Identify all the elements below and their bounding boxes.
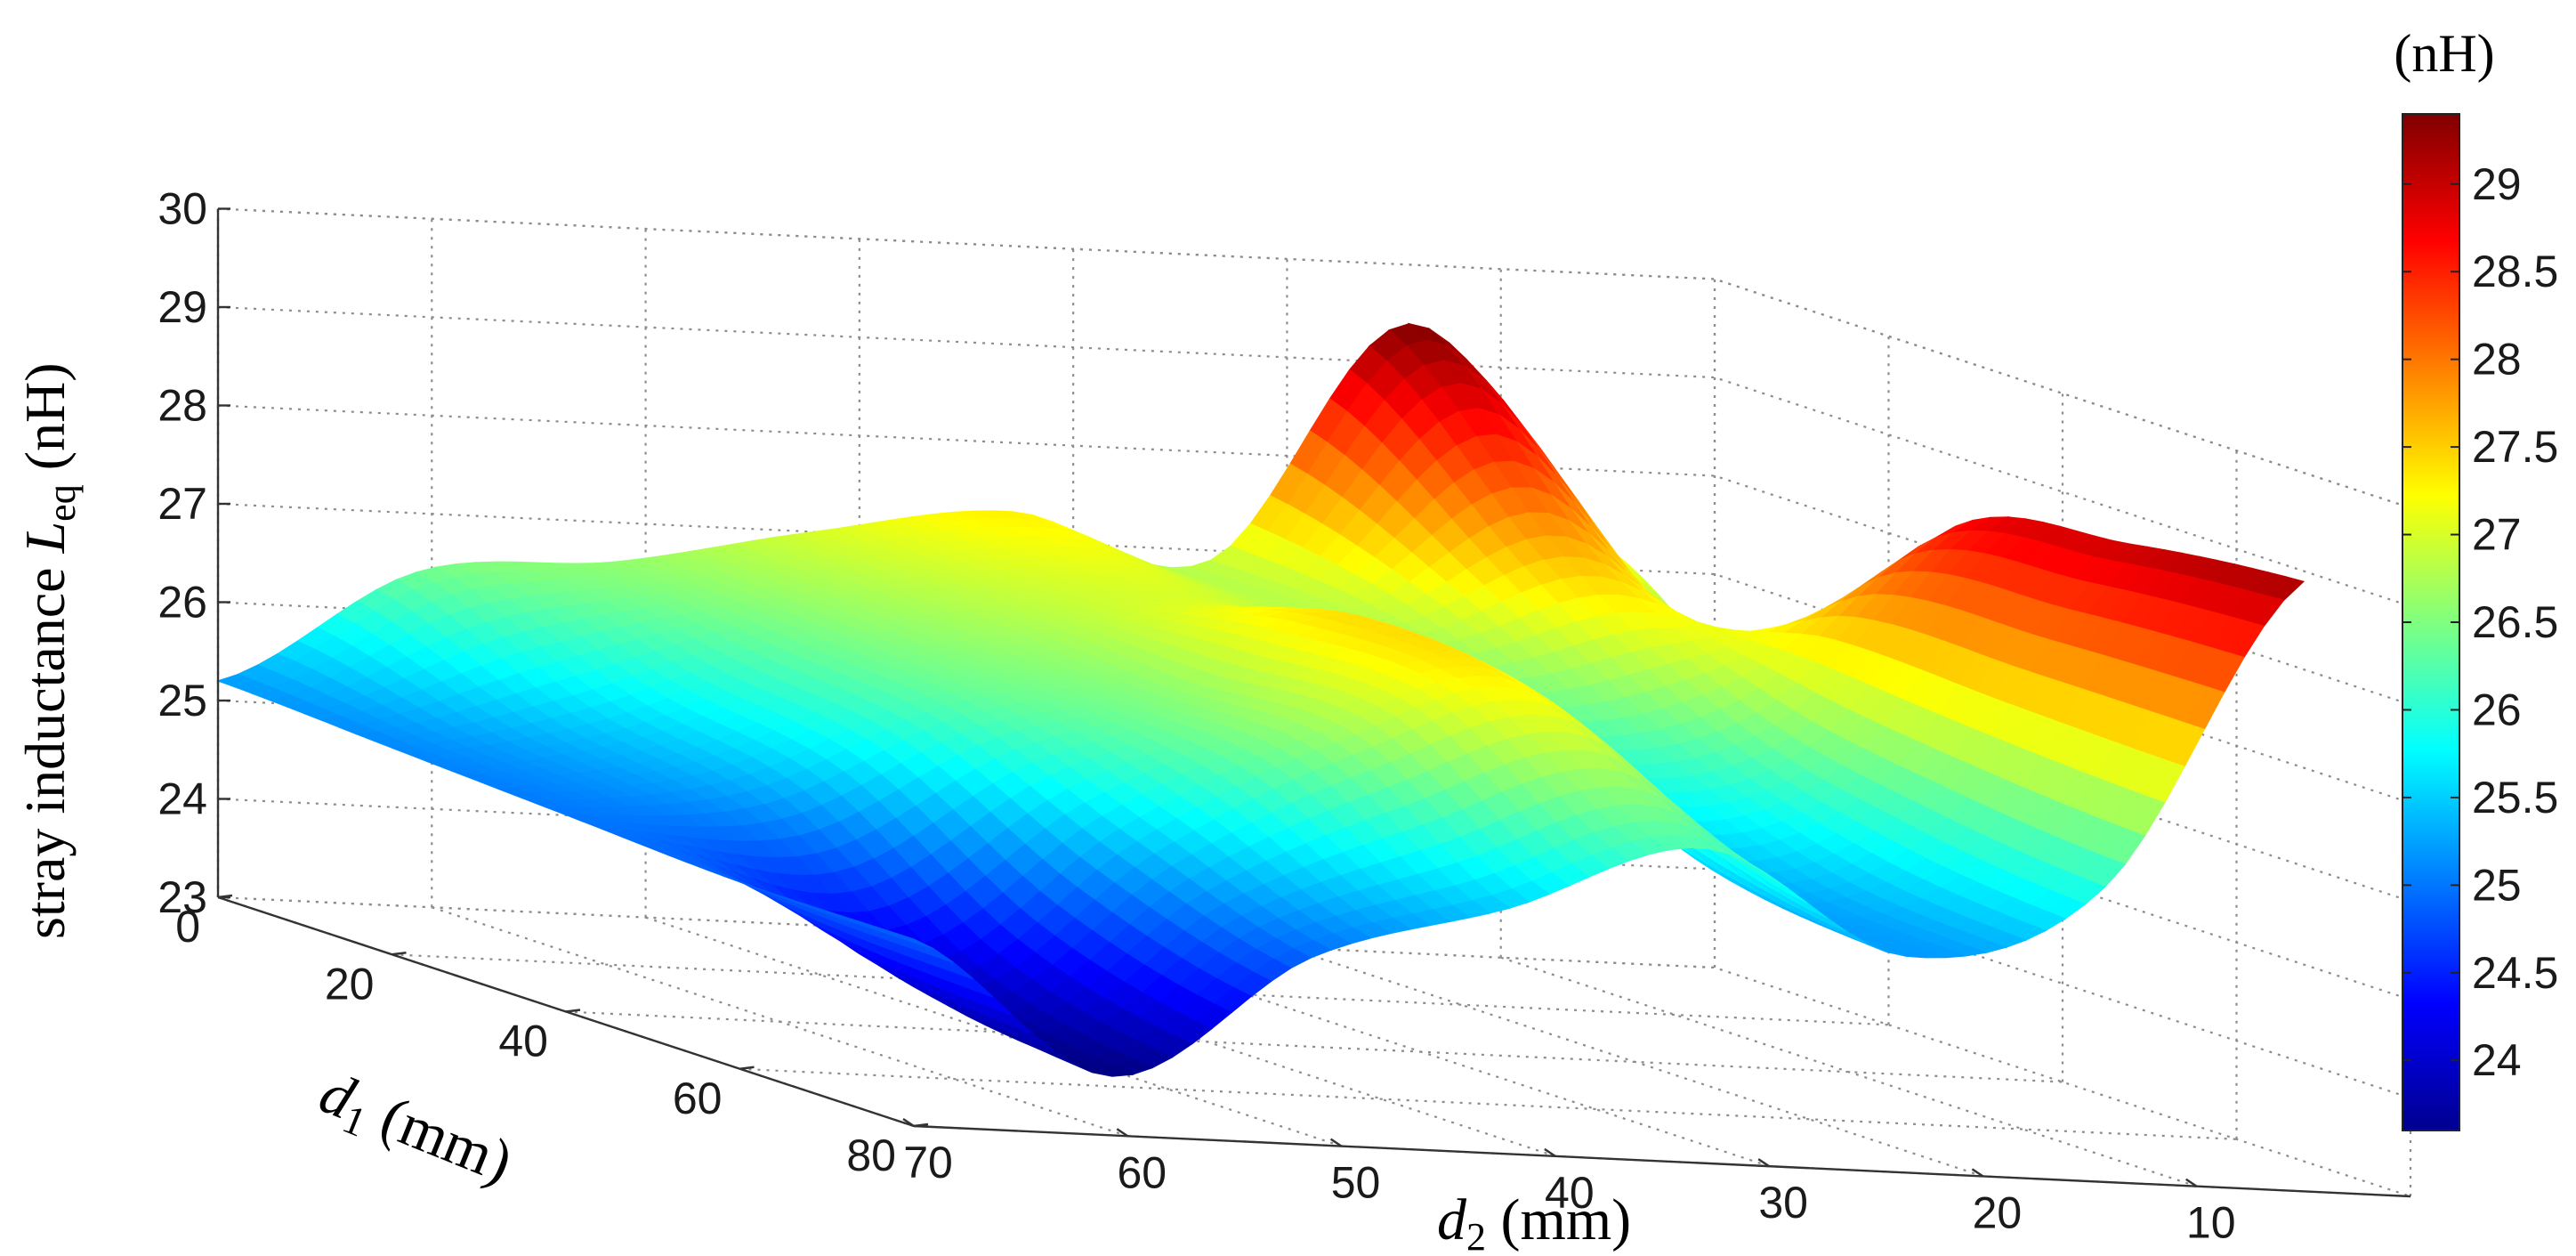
surface-facet	[896, 933, 934, 950]
grid-line-d1-floor	[565, 1010, 2063, 1083]
d1-tick-mark	[565, 1009, 581, 1013]
colorbar-tick-label: 28.5	[2472, 247, 2558, 296]
d2-tick-label: 50	[1331, 1158, 1381, 1208]
surface-layer	[216, 322, 2305, 1077]
d2-axis-line	[913, 1124, 2411, 1198]
d2-tick-label: 30	[1758, 1178, 1808, 1228]
z-tick-label: 26	[157, 578, 207, 628]
z-tick-label: 28	[157, 381, 207, 431]
d2-tick-mark	[1757, 1158, 1770, 1168]
d1-tick-mark	[739, 1066, 755, 1070]
d2-tick-mark	[902, 1118, 915, 1127]
d1-tick-mark	[392, 952, 407, 956]
d1-tick-label: 20	[325, 959, 375, 1009]
grid-top-edge	[217, 207, 2411, 509]
z-tick-label: 29	[157, 282, 207, 332]
d1-tick-mark	[913, 1122, 929, 1128]
d2-tick-label: 20	[1973, 1187, 2023, 1237]
d1-tick-label: 0	[175, 902, 200, 952]
d2-tick-mark	[1329, 1138, 1343, 1147]
colorbar-tick-label: 28	[2472, 335, 2522, 385]
d2-tick-mark	[1971, 1168, 1984, 1178]
d2-axis-label: d2 (mm)	[1437, 1187, 1631, 1256]
d1-tick-label: 60	[673, 1074, 723, 1123]
d2-tick-mark	[2185, 1178, 2198, 1187]
grid-line-d2-floor	[1500, 956, 2198, 1187]
grid-line-z	[217, 305, 2411, 608]
colorbar-tick-label: 26	[2472, 685, 2522, 734]
z-axis-label: stray inductance Leq (nH)	[13, 362, 84, 939]
d2-tick-label: 60	[1117, 1147, 1167, 1197]
d1-tick-mark	[217, 894, 233, 899]
d2-tick-mark	[1116, 1128, 1128, 1138]
colorbar-tick-label: 27	[2472, 510, 2522, 560]
z-tick-label: 25	[157, 676, 207, 725]
d1-tick-label: 80	[846, 1130, 896, 1180]
d1-tick-label: 40	[498, 1017, 548, 1066]
colorbar-tick-label: 25	[2472, 860, 2522, 910]
colorbar-ticks: 24 24.5 25 25.5 26 26.5 27 27.5 28 28.5 29	[2402, 159, 2558, 1085]
tick-layer: 23 24 25 26 27 28 29 30 0 20 40 60 80 70 60 50 40 30 20 10	[157, 184, 2235, 1248]
d2-tick-mark	[1544, 1147, 1556, 1157]
colorbar-tick-label: 27.5	[2472, 422, 2558, 472]
grid-line-d1-floor	[739, 1067, 2237, 1140]
colorbar-tick-label: 24.5	[2472, 948, 2558, 998]
colorbar-tick-label: 26.5	[2472, 597, 2558, 647]
z-tick-label: 23	[157, 872, 207, 922]
colorbar-tick-label: 29	[2472, 159, 2522, 209]
colorbar-unit-label: (nH)	[2394, 24, 2494, 83]
z-tick-label: 24	[157, 774, 207, 824]
colorbar	[2402, 113, 2460, 1131]
colorbar-tick-label: 24	[2472, 1035, 2522, 1085]
z-tick-label: 27	[157, 479, 207, 529]
d1-axis-label: d1 (mm)	[309, 1057, 522, 1201]
z-tick-label: 30	[157, 184, 207, 234]
d2-tick-label: 10	[2186, 1198, 2236, 1248]
d2-tick-label: 70	[903, 1138, 953, 1187]
d2-tick-label: 40	[1545, 1168, 1595, 1218]
colorbar-tick-label: 25.5	[2472, 773, 2558, 822]
